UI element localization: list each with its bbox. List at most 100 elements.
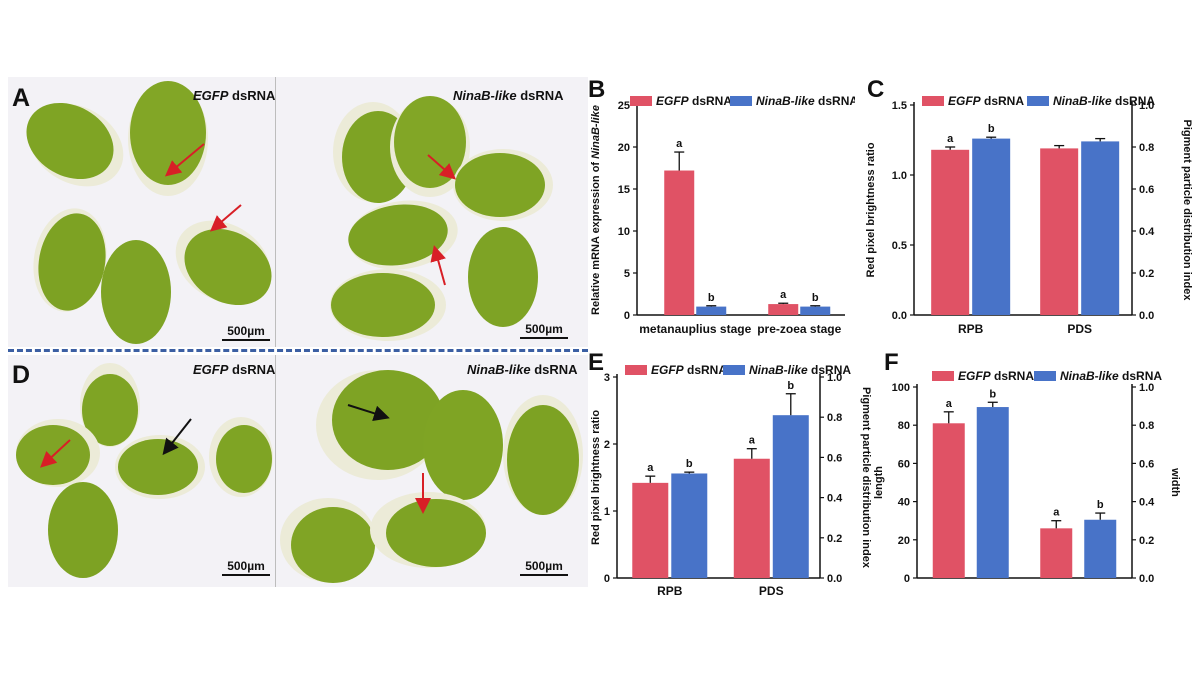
y-tick-label: 0.0 — [892, 310, 907, 322]
red-arrow — [164, 143, 205, 177]
category-label: RPB — [657, 584, 683, 598]
bar — [664, 170, 695, 315]
significance-letter: a — [780, 289, 787, 301]
legend-label: EGFP dsRNA — [651, 363, 727, 377]
legend-swatch — [1034, 371, 1056, 381]
legend-label: NinaB-like dsRNA — [749, 363, 851, 377]
scale-bar: 500µm — [222, 559, 270, 576]
egg — [33, 208, 107, 312]
panel-letter: B — [588, 76, 605, 103]
legend-swatch — [1027, 96, 1049, 106]
y-tick-label: 25 — [618, 100, 630, 112]
legend-swatch — [730, 96, 752, 106]
y-tick-label: 20 — [898, 535, 910, 547]
scale-bar: 500µm — [520, 559, 568, 576]
significance-letter: b — [989, 388, 996, 400]
chart-e: E 0 1 2 3 0.0 0.2 0.4 0.6 0.8 1.0 Red pixel brightn… — [588, 352, 872, 598]
y2-tick-label: 0.0 — [1139, 310, 1154, 322]
panel-divider — [275, 355, 276, 587]
bar — [931, 149, 970, 315]
y2-tick-label: 0.6 — [1139, 458, 1154, 470]
y-tick-label: 15 — [618, 184, 630, 196]
egg — [453, 149, 553, 221]
red-arrow — [430, 245, 446, 286]
chart-f: F 0 20 40 60 80 100 0.0 0.2 0.4 0.6 0.8 1.0 length wid… — [873, 352, 1181, 585]
bar — [972, 138, 1011, 315]
y-tick-label: 1.0 — [892, 170, 907, 182]
red-arrow — [209, 204, 242, 232]
significance-letter: a — [676, 138, 683, 150]
y2-tick-label: 0.4 — [827, 493, 843, 505]
bar — [932, 423, 965, 578]
bar — [1084, 519, 1117, 578]
legend-label: EGFP dsRNA — [948, 94, 1024, 108]
y-tick-label: 0.5 — [892, 240, 907, 252]
y2-tick-label: 0.8 — [1139, 420, 1154, 432]
panel-letter-a: A — [12, 84, 31, 112]
photo-panel-d — [8, 355, 588, 587]
eggs-egfp-top — [26, 81, 553, 344]
y-tick-label: 60 — [898, 458, 910, 470]
y-tick-label: 20 — [618, 142, 630, 154]
egg — [80, 363, 140, 447]
y-axis-label: Red pixel brightness ratio — [590, 410, 602, 545]
y-tick-label: 80 — [898, 420, 910, 432]
y2-axis-label: Pigment particle distribution index — [1181, 120, 1193, 302]
significance-letter: b — [988, 123, 995, 135]
bar — [976, 407, 1009, 578]
caption-ninab: NinaB-like dsRNA — [467, 362, 578, 377]
bar — [632, 482, 669, 578]
y-tick-label: 10 — [618, 226, 630, 238]
significance-letter: a — [647, 462, 654, 474]
egg — [115, 435, 205, 499]
y-tick-label: 0 — [624, 310, 630, 322]
bar — [772, 415, 809, 578]
photo-panel-a — [8, 77, 588, 347]
significance-letter: b — [812, 292, 819, 304]
panel-letter: C — [867, 76, 884, 103]
y-tick-label: 2 — [604, 439, 610, 451]
egg — [503, 395, 583, 515]
y2-tick-label: 0.6 — [827, 452, 842, 464]
red-arrow — [427, 154, 457, 180]
panel-letter: F — [884, 352, 899, 376]
y-axis-label: Relative mRNA expression of NinaB-like — [590, 105, 602, 315]
legend-label: NinaB-like dsRNA — [1053, 94, 1155, 108]
legend-swatch — [723, 365, 745, 375]
legend-swatch — [630, 96, 652, 106]
y2-tick-label: 1.0 — [827, 372, 842, 384]
y2-axis-label: Pigment particle distribution index — [860, 387, 872, 569]
legend-label: EGFP dsRNA — [656, 94, 732, 108]
panel-divider — [275, 77, 276, 347]
panel-letter: E — [588, 352, 604, 376]
caption-ninab: NinaB-like dsRNA — [453, 88, 564, 103]
y-tick-label: 5 — [624, 268, 630, 280]
legend-swatch — [922, 96, 944, 106]
category-label: PDS — [759, 584, 784, 598]
legend-swatch — [625, 365, 647, 375]
category-label: PDS — [1067, 322, 1092, 336]
bar — [768, 304, 799, 315]
egg — [370, 492, 486, 568]
y-tick-label: 40 — [898, 497, 910, 509]
y2-tick-label: 0.8 — [827, 412, 842, 424]
legend-label: NinaB-like dsRNA — [1060, 369, 1162, 383]
egg — [316, 370, 444, 480]
egg — [26, 102, 124, 187]
y2-tick-label: 0.2 — [827, 533, 842, 545]
significance-letter: b — [708, 292, 715, 304]
category-label: pre-zoea stage — [757, 322, 841, 336]
significance-letter: a — [1053, 507, 1060, 519]
y-tick-label: 100 — [892, 382, 910, 394]
bar — [696, 306, 727, 315]
y2-tick-label: 0.0 — [827, 573, 842, 585]
y-tick-label: 0 — [604, 573, 610, 585]
egg — [209, 417, 273, 497]
bar — [733, 458, 770, 578]
y2-tick-label: 0.0 — [1139, 573, 1154, 585]
y-tick-label: 1.5 — [892, 100, 907, 112]
y2-tick-label: 0.8 — [1139, 142, 1154, 154]
egg — [175, 220, 272, 306]
y2-tick-label: 1.0 — [1139, 382, 1154, 394]
y-tick-label: 1 — [604, 506, 610, 518]
